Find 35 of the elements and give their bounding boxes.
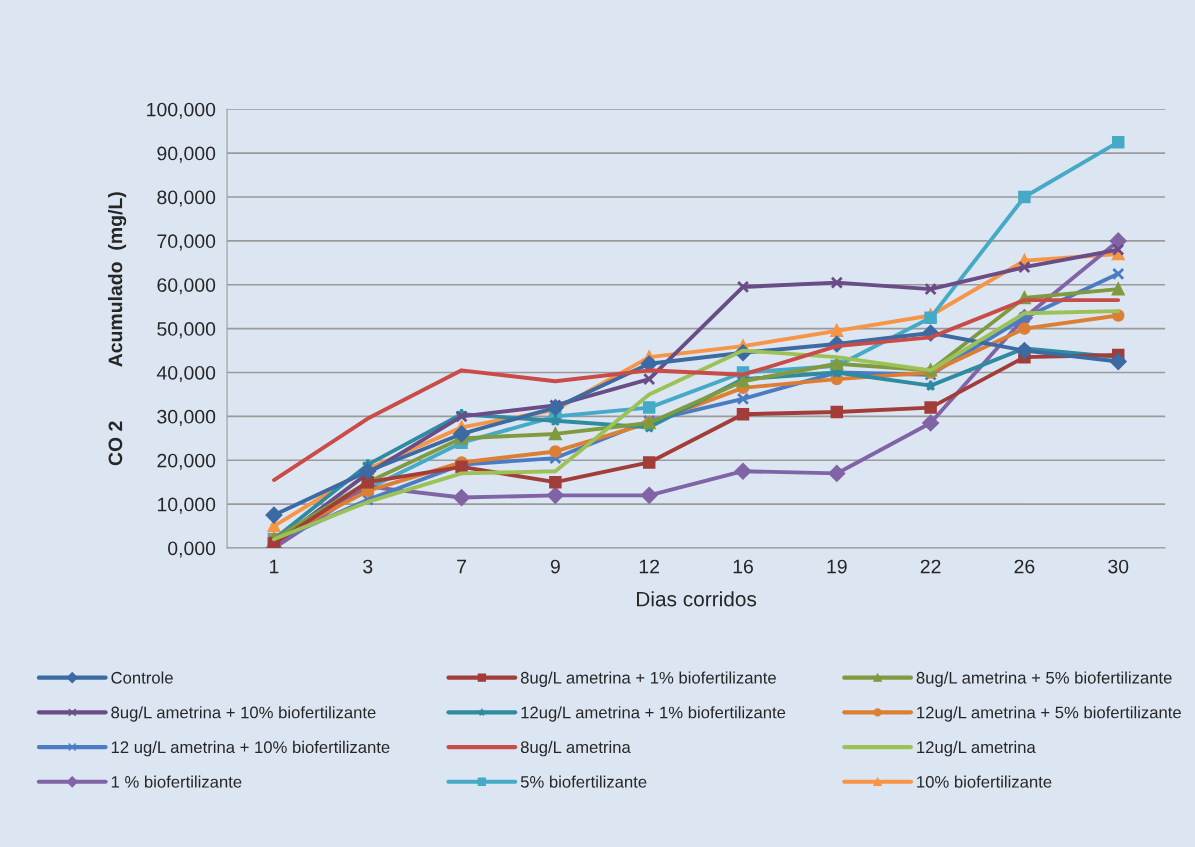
legend-label: 12ug/L ametrina — [917, 740, 1036, 757]
legend-label: 12ug/L ametrina + 1% biofertilizante — [521, 706, 786, 722]
legend-label: 1 % biofertilizante — [111, 775, 242, 788]
y-tick-label: 20,000 — [157, 453, 216, 470]
x-tick-label: 9 — [550, 559, 560, 574]
x-tick-label: 1 — [270, 559, 279, 574]
y-tick-label: 100,000 — [147, 102, 216, 119]
x-tick-label: 26 — [1014, 559, 1035, 574]
x-tick-label: 7 — [457, 559, 466, 574]
y-tick-label: 30,000 — [157, 409, 216, 426]
y-tick-label: 70,000 — [157, 234, 216, 251]
legend-label: 8ug/L ametrina + 5% biofertilizante — [916, 671, 1172, 687]
legend-label: 8ug/L ametrina + 1% biofertilizante — [520, 671, 776, 687]
y-tick-label: 90,000 — [157, 146, 216, 163]
y-tick-label: 0,000 — [168, 541, 216, 558]
legend-label: 12 ug/L ametrina + 10% biofertilizante — [111, 740, 390, 757]
y-tick-label: 60,000 — [157, 278, 216, 295]
legend-label: 8ug/L ametrina + 10% biofertilizante — [111, 706, 376, 722]
legend-label: 8ug/L ametrina — [520, 740, 631, 757]
y-tick-label: 10,000 — [157, 497, 216, 514]
y-tick-label: 50,000 — [157, 322, 216, 339]
x-tick-label: 3 — [363, 559, 373, 574]
x-tick-label: 19 — [827, 559, 847, 574]
legend-label: 10% biofertilizante — [917, 775, 1052, 788]
x-tick-label: 30 — [1108, 559, 1129, 574]
x-tick-label: 12 — [639, 559, 660, 574]
x-axis-title: Dias corridos — [637, 591, 757, 607]
legend-label: Controle — [111, 671, 173, 684]
y-axis-title: CO 2 Acumulado (mg/L) — [108, 192, 127, 466]
x-tick-label: 16 — [733, 559, 753, 574]
legend-label: 5% biofertilizante — [520, 775, 647, 788]
legend-label: 12ug/L ametrina + 5% biofertilizante — [917, 706, 1181, 722]
y-tick-label: 80,000 — [157, 190, 216, 207]
x-tick-label: 22 — [920, 559, 941, 574]
y-tick-label: 40,000 — [156, 365, 216, 383]
